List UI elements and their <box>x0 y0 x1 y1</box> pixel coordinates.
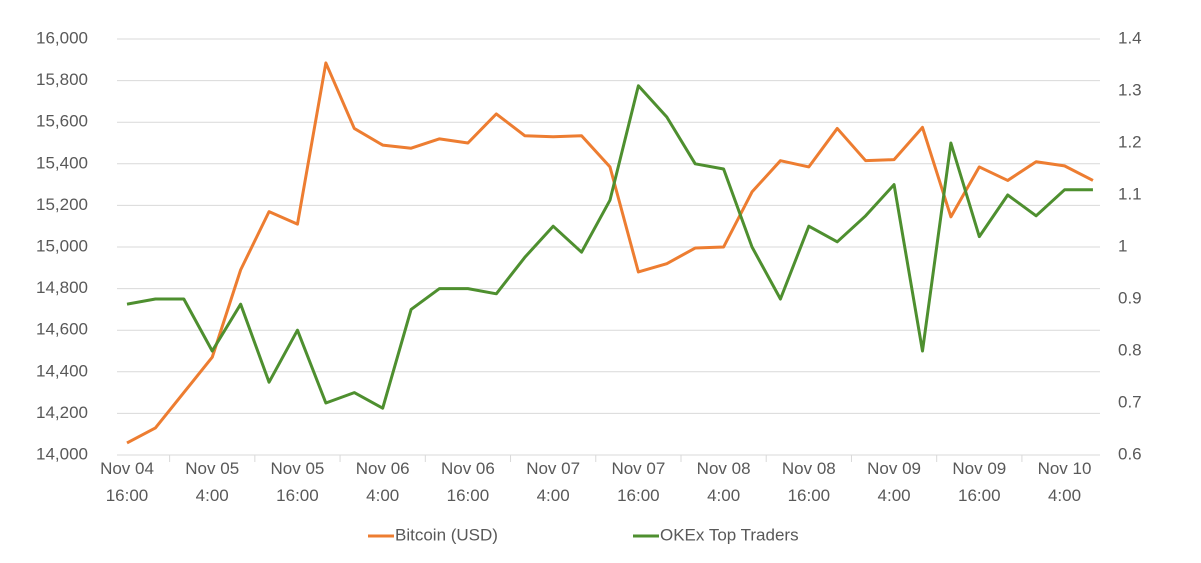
y-tick-label: 14,000 <box>36 444 88 463</box>
x-tick-label: Nov 07 16:00 <box>611 459 665 505</box>
y-tick-label: 16,000 <box>36 28 88 47</box>
x-tick-label: Nov 10 4:00 <box>1038 459 1092 505</box>
y2-tick-label: 0.9 <box>1118 288 1142 307</box>
y2-tick-label: 1.3 <box>1118 80 1142 99</box>
legend-label: OKEx Top Traders <box>660 525 799 544</box>
series-line <box>126 61 1094 445</box>
y2-tick-label: 1.4 <box>1118 28 1142 47</box>
y2-tick-label: 0.6 <box>1118 444 1142 463</box>
x-tick-label: Nov 04 16:00 <box>100 459 154 505</box>
y-tick-label: 15,800 <box>36 70 88 89</box>
x-tick-label: Nov 05 4:00 <box>185 459 239 505</box>
y-tick-label: 15,200 <box>36 195 88 214</box>
y2-tick-label: 1.2 <box>1118 132 1142 151</box>
x-tick-label: Nov 08 4:00 <box>697 459 751 505</box>
y-tick-label: 14,800 <box>36 278 88 297</box>
y-tick-label: 14,400 <box>36 361 88 380</box>
y-tick-label: 15,000 <box>36 236 88 255</box>
x-tick-label: Nov 09 16:00 <box>952 459 1006 505</box>
x-tick-label: Nov 06 16:00 <box>441 459 495 505</box>
y2-tick-label: 1.1 <box>1118 184 1142 203</box>
legend-label: Bitcoin (USD) <box>395 525 498 544</box>
y-tick-label: 14,200 <box>36 403 88 422</box>
y-tick-label: 15,400 <box>36 153 88 172</box>
x-tick-label: Nov 09 4:00 <box>867 459 921 505</box>
y-tick-label: 15,600 <box>36 112 88 131</box>
x-tick-label: Nov 06 4:00 <box>356 459 410 505</box>
y2-tick-label: 0.8 <box>1118 340 1142 359</box>
y2-tick-label: 1 <box>1118 236 1127 255</box>
series-line <box>126 84 1093 410</box>
y-tick-label: 14,600 <box>36 320 88 339</box>
x-tick-label: Nov 07 4:00 <box>526 459 580 505</box>
y2-tick-label: 0.7 <box>1118 392 1142 411</box>
x-tick-label: Nov 05 16:00 <box>271 459 325 505</box>
x-tick-label: Nov 08 16:00 <box>782 459 836 505</box>
